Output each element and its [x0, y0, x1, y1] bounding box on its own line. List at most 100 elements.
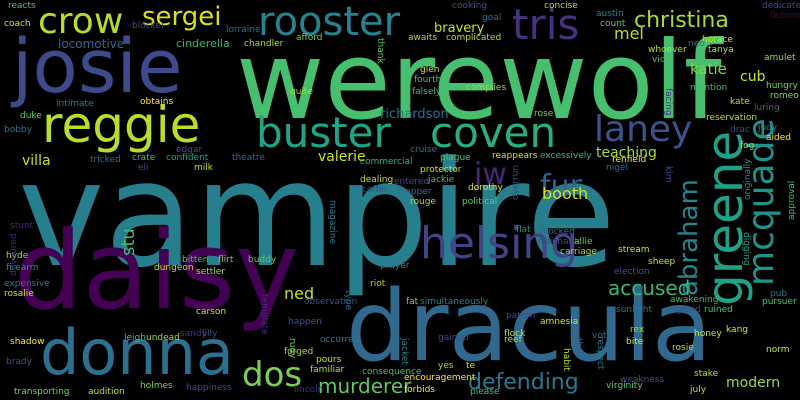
- word-richardson: richardson: [380, 107, 449, 122]
- word-shadow: shadow: [10, 337, 45, 347]
- word-josie: josie: [12, 24, 183, 110]
- word-trapper: trapper: [398, 187, 432, 197]
- word-concise: concise: [544, 1, 578, 11]
- word-sandy: sandy: [180, 329, 207, 339]
- word-norm: norm: [766, 345, 790, 355]
- word-type: type: [343, 290, 353, 311]
- word-bobby: bobby: [4, 125, 32, 135]
- word-bravery: bravery: [434, 21, 485, 36]
- word-edgar: edgar: [176, 145, 203, 155]
- word-template: template: [259, 294, 269, 335]
- word-crow: crow: [38, 1, 124, 42]
- word-flock: flock: [504, 329, 526, 339]
- word-coven: coven: [430, 108, 557, 157]
- word-tricked: tricked: [90, 155, 121, 165]
- word-rudy: rudy: [287, 338, 297, 359]
- word-amulet: amulet: [764, 53, 796, 63]
- word-hybrid: hybrid: [672, 305, 701, 315]
- word-dos: dos: [242, 355, 303, 395]
- word-flirt: flirt: [218, 255, 234, 265]
- word-happiness: happiness: [186, 383, 232, 393]
- word-ned: ned: [284, 284, 315, 303]
- word-rooster: rooster: [258, 0, 401, 45]
- word-undead: undead: [146, 333, 180, 343]
- word-prayer: prayer: [380, 261, 410, 271]
- word-forbids: forbids: [404, 385, 435, 395]
- word-buddy: buddy: [248, 255, 277, 265]
- word-originally: originally: [743, 158, 753, 200]
- word-fourth: fourth: [414, 75, 442, 85]
- word-defending: defending: [468, 370, 579, 395]
- word-lincoln: lincoln: [294, 385, 324, 395]
- word-chandler: chandler: [244, 39, 284, 49]
- word-political: political: [462, 197, 498, 207]
- word-vampire: vampire: [18, 130, 616, 300]
- word-amnesia: amnesia: [540, 317, 579, 327]
- word-te: te: [466, 361, 476, 371]
- word-brady: brady: [6, 357, 32, 367]
- word-theo: theo: [573, 338, 583, 359]
- word-luring: luring: [754, 103, 780, 113]
- word-bitten: bitten: [182, 255, 209, 265]
- word-mention: mention: [690, 83, 728, 93]
- word-reappears: reappears: [492, 151, 538, 161]
- word-happen: happen: [288, 317, 322, 327]
- word-entered: entered: [394, 177, 430, 187]
- word-hyde: hyde: [6, 251, 29, 261]
- word-stunt: stunt: [10, 221, 34, 231]
- word-overrun: overrun: [511, 164, 521, 200]
- word-virginity: virginity: [606, 381, 643, 391]
- word-commercial: commercial: [360, 157, 413, 167]
- word-fog: fog: [740, 141, 755, 151]
- word-romeo: romeo: [770, 91, 799, 101]
- word-duke: duke: [20, 111, 42, 121]
- word-dungeon: dungeon: [154, 263, 194, 273]
- word-buster: buster: [256, 108, 391, 157]
- word-occurred: occurred: [320, 335, 360, 345]
- word-rosalie-2: rosalie: [4, 289, 34, 299]
- word-blocked: blocked: [540, 227, 575, 237]
- word-magazine: magazine: [327, 200, 337, 244]
- word-donna: donna: [40, 316, 234, 389]
- word-audition: audition: [88, 387, 125, 397]
- word-thank: thank: [375, 38, 385, 64]
- word-dealing: dealing: [360, 175, 394, 185]
- word-quite: quite: [290, 87, 313, 97]
- word-sergei: sergei: [142, 2, 222, 32]
- word-christina: christina: [634, 8, 729, 33]
- word-vic: vic: [652, 55, 665, 65]
- word-horace: horace: [702, 35, 733, 45]
- word-dracula: dracula: [346, 270, 712, 384]
- word-settler: settler: [196, 267, 226, 277]
- word-mechanic: mechanic: [538, 237, 582, 247]
- word-ruined: ruined: [704, 305, 733, 315]
- word-afford: afford: [296, 33, 323, 43]
- word-honey: honey: [694, 329, 722, 339]
- word-jackie: jackie: [428, 175, 455, 185]
- word-murderer: murderer: [318, 374, 412, 398]
- word-complicated: complicated: [446, 33, 502, 43]
- word-teaching: teaching: [596, 145, 657, 161]
- word-intimate: intimate: [56, 99, 94, 109]
- word-rouge: rouge: [410, 197, 436, 207]
- word-dorothy: dorothy: [468, 183, 503, 193]
- word-villa: villa: [22, 153, 51, 169]
- word-election: election: [614, 267, 650, 277]
- word-confident: confident: [166, 153, 209, 163]
- word-rex: rex: [630, 325, 645, 335]
- word-vote: vote: [592, 331, 612, 341]
- word-crate: crate: [132, 153, 156, 163]
- word-blocker: blocker: [132, 21, 165, 31]
- word-jacket: jacket: [399, 338, 409, 365]
- word-rosie: rosie: [672, 343, 694, 353]
- word-lorraine: lorraine: [226, 25, 261, 35]
- word-rose: rose: [534, 109, 554, 119]
- word-protector: protector: [420, 165, 462, 175]
- word-helsing: helsing: [420, 218, 579, 269]
- word-cub: cub: [740, 69, 766, 85]
- word-carson: carson: [196, 307, 227, 317]
- word-encouragement: encouragement: [404, 373, 476, 383]
- word-jody: jody: [758, 123, 778, 133]
- word-digging: digging: [741, 232, 751, 266]
- word-kim: kim: [663, 166, 673, 183]
